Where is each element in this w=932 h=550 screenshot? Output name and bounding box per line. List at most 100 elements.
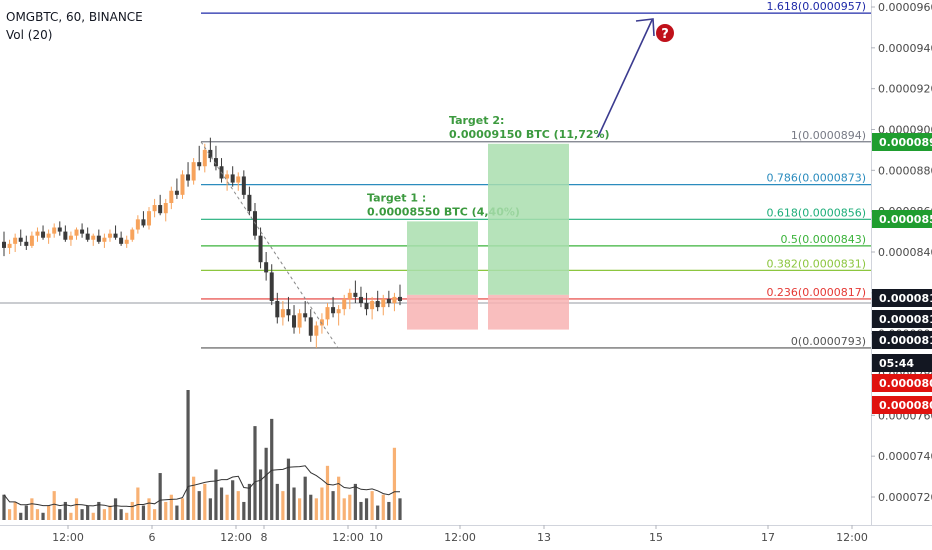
fib-level-label: 0.236(0.0000817) — [766, 286, 866, 299]
candle-body — [303, 313, 308, 318]
candle-body — [18, 237, 23, 242]
candle-body — [163, 203, 168, 214]
volume-bar — [91, 512, 95, 520]
candle-body — [342, 298, 347, 310]
projection-arrow[interactable] — [597, 19, 653, 138]
fib-level-label: 0.382(0.0000831) — [766, 257, 866, 270]
fib-level-label: 1.618(0.0000957) — [766, 0, 866, 13]
candle-body — [381, 298, 386, 308]
candle-body — [286, 309, 291, 316]
fib-trend-line[interactable] — [200, 141, 339, 349]
price-tag-label: 0.0000894 — [879, 136, 932, 149]
volume-bar — [314, 498, 318, 520]
fib-level-label: 0(0.0000793) — [791, 335, 866, 348]
candle-body — [152, 205, 157, 212]
candle-body — [331, 307, 336, 314]
target-profit-zone[interactable] — [407, 221, 478, 295]
candle-body — [314, 325, 319, 336]
candle-body — [124, 239, 129, 244]
candle-body — [7, 243, 12, 248]
candle-body — [386, 298, 391, 304]
candle-body — [35, 231, 40, 236]
price-tag-bg — [872, 396, 932, 414]
annotations: ? — [200, 18, 674, 349]
candle-body — [74, 229, 79, 236]
y-tick-label: 0.0000740 — [878, 450, 932, 463]
candle-body — [280, 309, 285, 318]
candle-body — [158, 205, 163, 214]
candle-body — [113, 233, 118, 238]
candle-body — [308, 317, 313, 336]
volume-bar — [219, 487, 224, 520]
candle-body — [336, 309, 341, 314]
candle-body — [213, 158, 218, 167]
target-title: Target 1 : — [367, 191, 426, 204]
volume-bar — [320, 487, 324, 520]
volume-bar — [331, 491, 335, 520]
volume-bar — [298, 498, 302, 520]
candle-body — [2, 241, 6, 248]
volume-bar — [337, 476, 341, 520]
candle-body — [63, 231, 68, 240]
volume-bar — [69, 512, 73, 520]
candle-body — [91, 235, 96, 240]
volume-bar — [353, 483, 357, 520]
volume-bar — [242, 501, 246, 520]
volume-bar — [348, 494, 352, 520]
candle-body — [119, 237, 124, 244]
target-stop-zone[interactable] — [407, 294, 478, 330]
volume-ma-line — [3, 465, 400, 508]
volume-bar — [141, 505, 146, 520]
x-tick-label: 13 — [537, 531, 551, 544]
candle-body — [107, 233, 112, 238]
x-tick-label: 12:00 — [836, 531, 868, 544]
candle-body — [13, 237, 18, 244]
volume-indicator-label[interactable]: Vol (20) — [6, 28, 53, 42]
candle-body — [141, 219, 146, 226]
y-tick-label: 0.0000720 — [878, 491, 932, 504]
fib-level-label: 0.618(0.0000856) — [766, 206, 866, 219]
arrow-head — [635, 18, 655, 37]
candle-body — [275, 301, 280, 318]
candle-body — [41, 231, 46, 238]
volume-bar — [47, 505, 51, 520]
volume-bar — [180, 498, 185, 520]
fib-level-label: 0.786(0.0000873) — [766, 172, 866, 185]
volume-bar — [225, 494, 229, 520]
target-profit-zone[interactable] — [488, 143, 569, 295]
volume-bar — [158, 473, 162, 520]
volume-bar — [74, 498, 79, 520]
target-price-label: 0.00008550 BTC (4,40%) — [367, 205, 520, 218]
volume-bar — [359, 501, 363, 520]
volume-bar — [387, 501, 391, 520]
fibonacci-levels: 1.618(0.0000957) 1(0.0000894) 0.786(0.0000… — [201, 0, 871, 349]
volume-bar — [175, 505, 179, 520]
volume-bar — [35, 509, 40, 520]
question-mark-glyph: ? — [661, 27, 669, 42]
candle-body — [68, 235, 73, 240]
candle-body — [236, 176, 241, 183]
y-tick-label: 0.0000960 — [878, 1, 932, 14]
volume-bar — [392, 447, 397, 520]
price-tag-label: 05:44 — [879, 357, 914, 370]
candle-body — [135, 219, 140, 230]
volume-bar — [214, 469, 218, 520]
fib-level-label: 0.5(0.0000843) — [780, 233, 866, 246]
price-tag-label: 0.0000803 — [879, 377, 932, 390]
volume-bar — [13, 501, 17, 520]
x-tick-label: 12:00 — [52, 531, 84, 544]
candle-body — [147, 211, 152, 226]
volume-bar — [208, 498, 212, 520]
volume-bar — [152, 509, 157, 520]
candle-body — [269, 272, 274, 301]
volume-bars — [2, 390, 402, 520]
volume-bar — [147, 498, 151, 520]
candle-body — [325, 307, 330, 320]
candle-body — [208, 149, 213, 159]
question-circle-icon[interactable]: ? — [656, 24, 674, 42]
target-zones: Target 1 :0.00008550 BTC (4,40%) Target 2… — [367, 114, 610, 330]
volume-bar — [102, 509, 106, 520]
volume-bar — [136, 487, 140, 520]
target-stop-zone[interactable] — [488, 294, 569, 330]
